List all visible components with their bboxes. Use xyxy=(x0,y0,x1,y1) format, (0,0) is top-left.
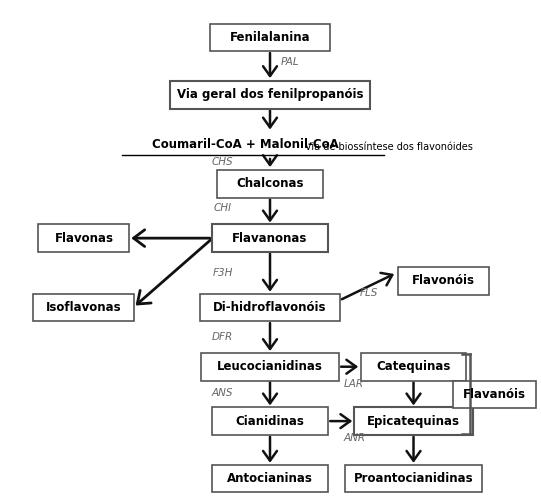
Text: Flavonas: Flavonas xyxy=(55,232,114,244)
Text: F3H: F3H xyxy=(212,268,233,278)
Text: Fenilalanina: Fenilalanina xyxy=(230,31,311,44)
Text: Flavonóis: Flavonóis xyxy=(412,274,474,287)
Text: Proantocianidinas: Proantocianidinas xyxy=(354,472,473,485)
FancyBboxPatch shape xyxy=(209,24,331,51)
Text: CHS: CHS xyxy=(212,157,233,167)
Text: Chalconas: Chalconas xyxy=(236,177,304,190)
Text: ANR: ANR xyxy=(343,433,365,443)
Text: Isoflavonas: Isoflavonas xyxy=(46,301,122,314)
Text: FLS: FLS xyxy=(360,288,378,298)
Text: Via de biossíntese dos flavonóides: Via de biossíntese dos flavonóides xyxy=(305,142,473,152)
FancyBboxPatch shape xyxy=(212,465,328,492)
Text: Di-hidroflavonóis: Di-hidroflavonóis xyxy=(213,301,327,314)
FancyBboxPatch shape xyxy=(200,294,340,321)
Text: Coumaril-CoA + Malonil-CoA: Coumaril-CoA + Malonil-CoA xyxy=(152,138,339,151)
Text: PAL: PAL xyxy=(280,57,299,67)
Text: DFR: DFR xyxy=(212,332,233,342)
Text: Via geral dos fenilpropanóis: Via geral dos fenilpropanóis xyxy=(177,88,363,101)
Text: Flavanóis: Flavanóis xyxy=(463,388,526,401)
FancyBboxPatch shape xyxy=(34,294,134,321)
Text: Cianidinas: Cianidinas xyxy=(235,414,305,428)
Text: ANS: ANS xyxy=(212,388,233,398)
FancyBboxPatch shape xyxy=(212,224,328,252)
FancyBboxPatch shape xyxy=(361,353,466,381)
FancyBboxPatch shape xyxy=(345,465,482,492)
FancyBboxPatch shape xyxy=(453,381,536,408)
FancyBboxPatch shape xyxy=(212,407,328,435)
Text: Catequinas: Catequinas xyxy=(377,360,451,373)
FancyBboxPatch shape xyxy=(354,407,473,435)
FancyBboxPatch shape xyxy=(38,224,129,252)
FancyBboxPatch shape xyxy=(201,353,339,381)
Text: LAR: LAR xyxy=(344,379,364,388)
FancyBboxPatch shape xyxy=(216,170,324,198)
FancyBboxPatch shape xyxy=(170,81,370,109)
Text: CHI: CHI xyxy=(214,204,232,213)
Text: Leucocianidinas: Leucocianidinas xyxy=(217,360,323,373)
FancyBboxPatch shape xyxy=(398,267,489,295)
Text: Epicatequinas: Epicatequinas xyxy=(367,414,460,428)
Text: Flavanonas: Flavanonas xyxy=(232,232,308,244)
Text: Antocianinas: Antocianinas xyxy=(227,472,313,485)
